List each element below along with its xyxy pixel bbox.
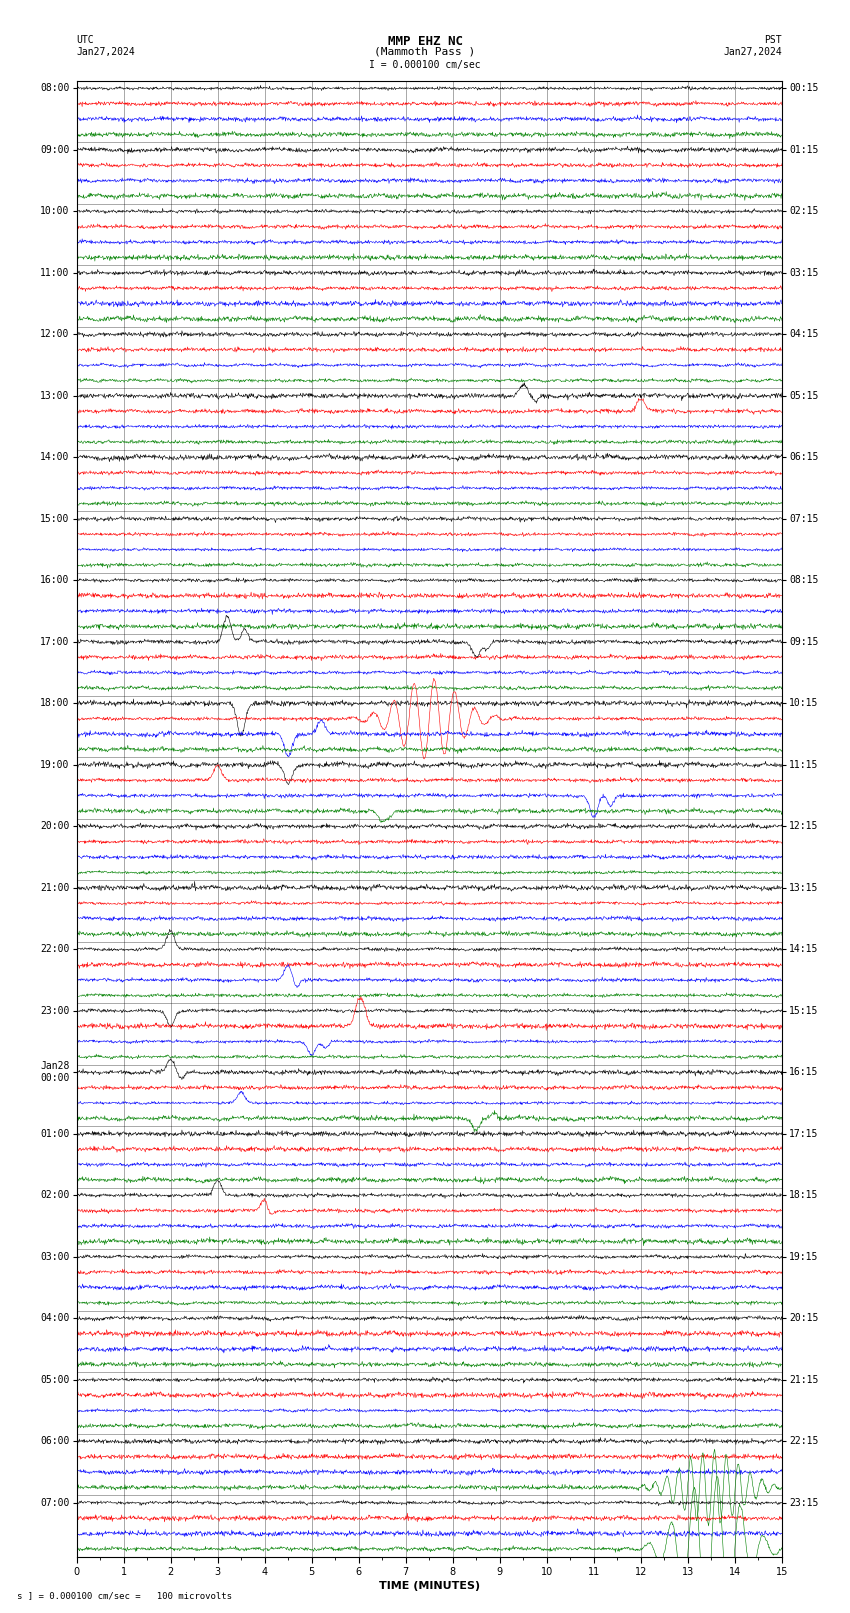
X-axis label: TIME (MINUTES): TIME (MINUTES) xyxy=(379,1581,479,1590)
Text: MMP EHZ NC: MMP EHZ NC xyxy=(388,35,462,48)
Text: Jan27,2024: Jan27,2024 xyxy=(723,47,782,56)
Text: Jan27,2024: Jan27,2024 xyxy=(76,47,135,56)
Text: (Mammoth Pass ): (Mammoth Pass ) xyxy=(374,47,476,56)
Text: s ] = 0.000100 cm/sec =   100 microvolts: s ] = 0.000100 cm/sec = 100 microvolts xyxy=(17,1590,232,1600)
Text: UTC: UTC xyxy=(76,35,94,45)
Text: I = 0.000100 cm/sec: I = 0.000100 cm/sec xyxy=(369,60,481,69)
Text: PST: PST xyxy=(764,35,782,45)
